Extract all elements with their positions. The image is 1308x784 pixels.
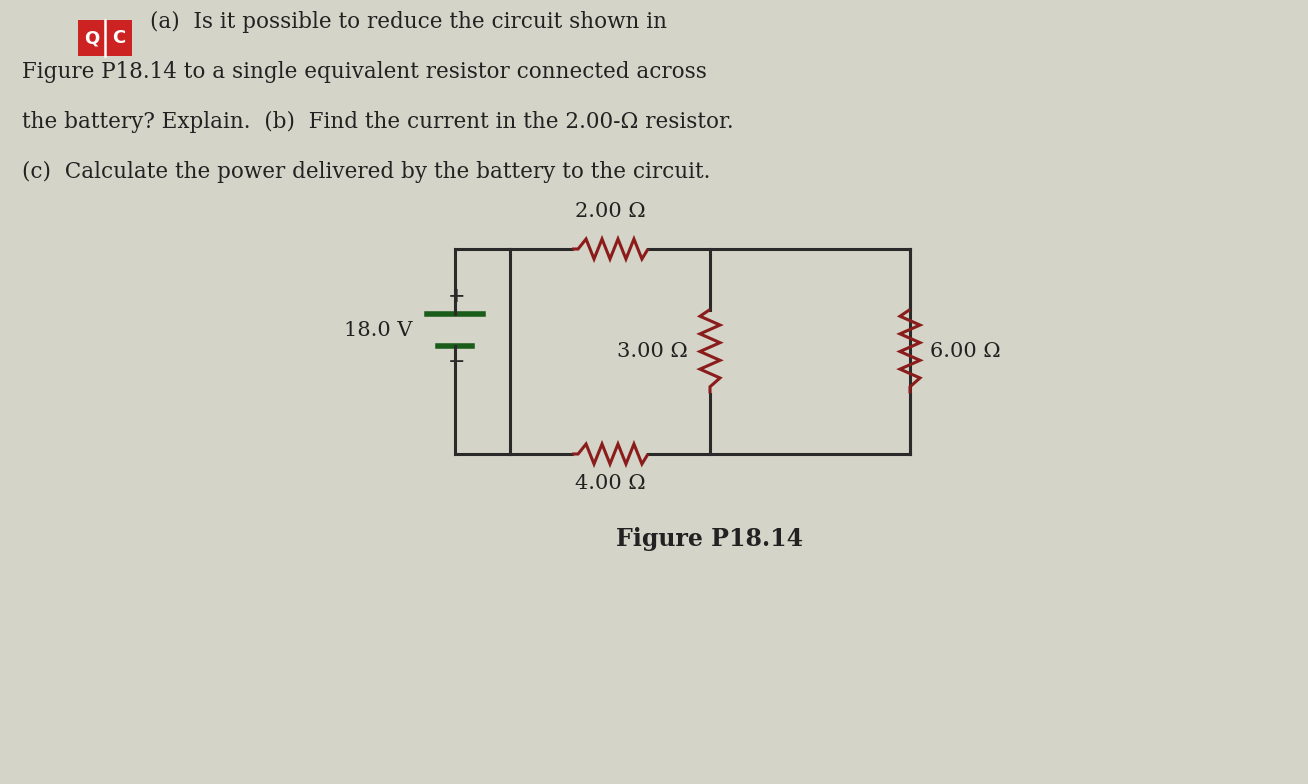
Text: 2.00 Ω: 2.00 Ω: [574, 202, 645, 221]
Text: 6.00 Ω: 6.00 Ω: [930, 342, 1001, 361]
Text: 4.00 Ω: 4.00 Ω: [574, 474, 645, 493]
Text: (c)  Calculate the power delivered by the battery to the circuit.: (c) Calculate the power delivered by the…: [22, 161, 710, 183]
Text: the battery? Explain.  (b)  Find the current in the 2.00-Ω resistor.: the battery? Explain. (b) Find the curre…: [22, 111, 734, 133]
Text: 18.0 V: 18.0 V: [344, 321, 413, 339]
Text: C: C: [112, 29, 126, 47]
Text: (a)  Is it possible to reduce the circuit shown in: (a) Is it possible to reduce the circuit…: [150, 11, 667, 33]
Text: Figure P18.14 to a single equivalent resistor connected across: Figure P18.14 to a single equivalent res…: [22, 61, 706, 83]
Text: −: −: [449, 354, 466, 372]
Text: Figure P18.14: Figure P18.14: [616, 527, 803, 551]
Text: +: +: [449, 286, 466, 306]
Text: Q: Q: [84, 29, 99, 47]
Bar: [78, 20, 132, 56]
Text: 3.00 Ω: 3.00 Ω: [617, 342, 688, 361]
